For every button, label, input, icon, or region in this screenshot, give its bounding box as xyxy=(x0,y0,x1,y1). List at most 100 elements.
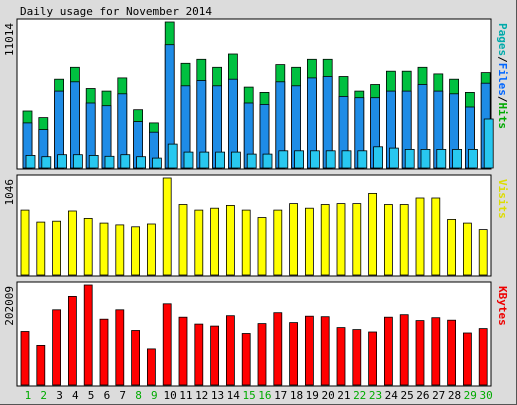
bar-kbytes-day-19 xyxy=(304,315,314,386)
bar-kbytes-day-30 xyxy=(478,328,488,386)
bar-pages-day-5 xyxy=(88,154,99,169)
day-label: 27 xyxy=(432,389,445,402)
bar-visits-day-18 xyxy=(289,203,299,276)
bar-visits-day-15 xyxy=(241,209,251,276)
panel-kbytes-legend: KBytes xyxy=(496,286,509,326)
day-label: 5 xyxy=(88,389,95,402)
bar-pages-day-7 xyxy=(120,154,131,169)
bar-pages-day-12 xyxy=(199,151,210,169)
bar-kbytes-day-17 xyxy=(273,312,283,386)
day-label: 4 xyxy=(72,389,79,402)
day-label: 11 xyxy=(179,389,192,402)
day-label: 17 xyxy=(274,389,287,402)
day-label: 22 xyxy=(353,389,366,402)
day-label: 23 xyxy=(369,389,382,402)
panel-visits-max-label: 1046 xyxy=(3,179,16,206)
bar-visits-day-27 xyxy=(431,197,441,276)
bar-kbytes-day-29 xyxy=(462,332,472,386)
day-label: 10 xyxy=(163,389,176,402)
bar-visits-day-19 xyxy=(304,207,314,276)
panel-kbytes xyxy=(16,281,492,387)
day-label: 1 xyxy=(25,389,32,402)
day-label: 26 xyxy=(416,389,429,402)
bar-kbytes-day-26 xyxy=(415,320,425,386)
bar-pages-day-10 xyxy=(167,143,178,169)
bar-pages-day-23 xyxy=(373,146,384,169)
bar-pages-day-8 xyxy=(136,156,147,169)
day-label: 29 xyxy=(464,389,477,402)
bar-visits-day-20 xyxy=(320,204,330,276)
bar-pages-day-20 xyxy=(325,150,336,169)
bar-pages-day-11 xyxy=(183,151,194,169)
bar-visits-day-3 xyxy=(52,220,61,276)
bar-visits-day-16 xyxy=(257,217,267,276)
chart-title: Daily usage for November 2014 xyxy=(20,5,212,18)
bar-kbytes-day-2 xyxy=(36,344,46,386)
day-label: 28 xyxy=(448,389,461,402)
day-label: 16 xyxy=(258,389,271,402)
bar-kbytes-day-11 xyxy=(178,316,188,386)
bar-kbytes-day-22 xyxy=(352,329,362,386)
bar-visits-day-29 xyxy=(462,222,472,276)
bar-visits-day-28 xyxy=(447,218,457,276)
day-label: 25 xyxy=(400,389,413,402)
day-label: 18 xyxy=(290,389,303,402)
day-label: 9 xyxy=(151,389,158,402)
legend-entry: Pages xyxy=(496,23,509,56)
legend-entry: / xyxy=(496,96,509,103)
bar-pages-day-6 xyxy=(104,155,115,169)
legend-entry: / xyxy=(496,56,509,63)
bar-kbytes-day-18 xyxy=(289,322,299,386)
bar-pages-day-16 xyxy=(262,153,273,169)
bar-pages-day-3 xyxy=(57,154,67,169)
day-label: 3 xyxy=(56,389,63,402)
panel-hits-max-label: 11014 xyxy=(3,23,16,56)
bar-visits-day-13 xyxy=(210,207,220,276)
day-label: 7 xyxy=(119,389,126,402)
bar-visits-day-7 xyxy=(115,224,125,276)
bar-kbytes-day-13 xyxy=(210,325,220,386)
bar-pages-day-13 xyxy=(215,151,226,169)
legend-entry: Hits xyxy=(496,103,509,130)
bar-pages-day-24 xyxy=(388,147,399,169)
bar-kbytes-day-23 xyxy=(368,331,378,386)
bar-visits-day-21 xyxy=(336,203,346,276)
panel-visits-legend: Visits xyxy=(496,179,509,219)
day-label: 13 xyxy=(211,389,224,402)
bar-kbytes-day-28 xyxy=(447,319,457,386)
day-label: 15 xyxy=(242,389,255,402)
day-label: 24 xyxy=(385,389,399,402)
bar-visits-day-25 xyxy=(399,204,409,276)
bar-visits-day-11 xyxy=(178,204,188,276)
bar-kbytes-day-3 xyxy=(52,309,61,386)
bar-visits-day-17 xyxy=(273,209,283,276)
bar-pages-day-27 xyxy=(436,148,447,169)
bar-pages-day-19 xyxy=(309,150,320,169)
bar-visits-day-6 xyxy=(99,222,109,276)
bar-visits-day-2 xyxy=(36,221,46,276)
bar-kbytes-day-1 xyxy=(20,331,30,386)
bar-kbytes-day-16 xyxy=(257,323,267,386)
legend-entry: Files xyxy=(496,63,509,96)
bar-pages-day-21 xyxy=(341,150,352,169)
bar-kbytes-day-27 xyxy=(431,317,441,386)
bar-kbytes-day-14 xyxy=(225,315,235,386)
bar-pages-day-17 xyxy=(278,150,289,169)
bar-kbytes-day-7 xyxy=(115,309,125,386)
bar-pages-day-22 xyxy=(357,150,368,169)
bar-pages-day-15 xyxy=(246,153,257,169)
day-label: 14 xyxy=(227,389,241,402)
bar-pages-day-2 xyxy=(41,156,52,169)
bar-visits-day-12 xyxy=(194,209,204,276)
bar-visits-day-26 xyxy=(415,197,425,276)
legend-entry: KBytes xyxy=(496,286,509,326)
panel-hits-legend: Pages/Files/Hits xyxy=(496,23,509,129)
bar-kbytes-day-21 xyxy=(336,327,346,386)
bar-kbytes-day-10 xyxy=(162,303,172,386)
panel-visits xyxy=(16,174,492,277)
bar-visits-day-24 xyxy=(383,204,393,276)
bar-pages-day-26 xyxy=(420,148,431,169)
day-label: 8 xyxy=(135,389,142,402)
